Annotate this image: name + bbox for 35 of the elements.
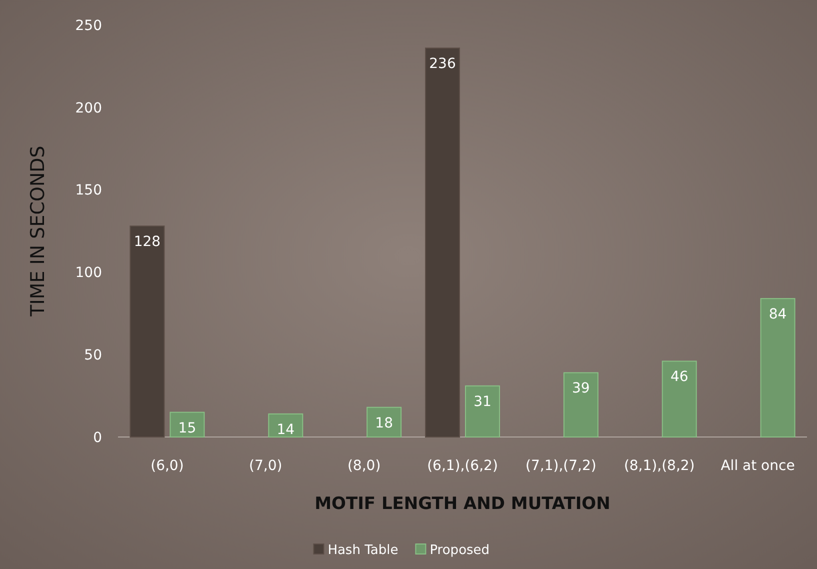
legend-label: Proposed xyxy=(430,543,490,558)
data-label: 18 xyxy=(375,415,393,432)
data-label: 84 xyxy=(768,306,787,323)
bar xyxy=(130,226,165,438)
x-tick-label: (6,0) xyxy=(150,458,184,474)
bar xyxy=(366,406,402,438)
y-tick-label: 200 xyxy=(75,100,102,116)
bar xyxy=(170,412,205,438)
bar xyxy=(662,360,697,438)
y-tick-label: 250 xyxy=(75,18,102,34)
legend-label: Hash Table xyxy=(328,543,398,558)
x-tick-label: (7,0) xyxy=(249,458,282,474)
x-axis-title: MOTIF LENGTH AND MUTATION xyxy=(314,494,610,514)
data-label: 15 xyxy=(178,420,196,436)
y-tick-label: 100 xyxy=(75,265,102,282)
bar xyxy=(563,372,598,438)
data-label: 236 xyxy=(429,56,456,72)
y-tick-label: 50 xyxy=(84,348,102,364)
x-tick-label: (8,0) xyxy=(347,458,381,474)
bar xyxy=(268,413,304,438)
data-label: 46 xyxy=(670,369,688,386)
bar xyxy=(465,385,500,438)
bar xyxy=(760,298,796,438)
y-axis-title: TIME IN SECONDS xyxy=(27,146,49,318)
x-tick-label: (7,1),(7,2) xyxy=(526,458,596,474)
data-label: 39 xyxy=(572,380,590,397)
x-tick-label: All at once xyxy=(720,458,795,474)
bar xyxy=(425,48,460,438)
x-tick-label: (6,1),(6,2) xyxy=(427,458,498,474)
data-label: 31 xyxy=(474,394,492,410)
data-label: 14 xyxy=(276,422,295,438)
y-tick-label: 0 xyxy=(93,430,102,446)
data-label: 128 xyxy=(134,234,161,250)
x-tick-label: (8,1),(8,2) xyxy=(624,458,695,474)
y-tick-label: 150 xyxy=(75,182,102,199)
